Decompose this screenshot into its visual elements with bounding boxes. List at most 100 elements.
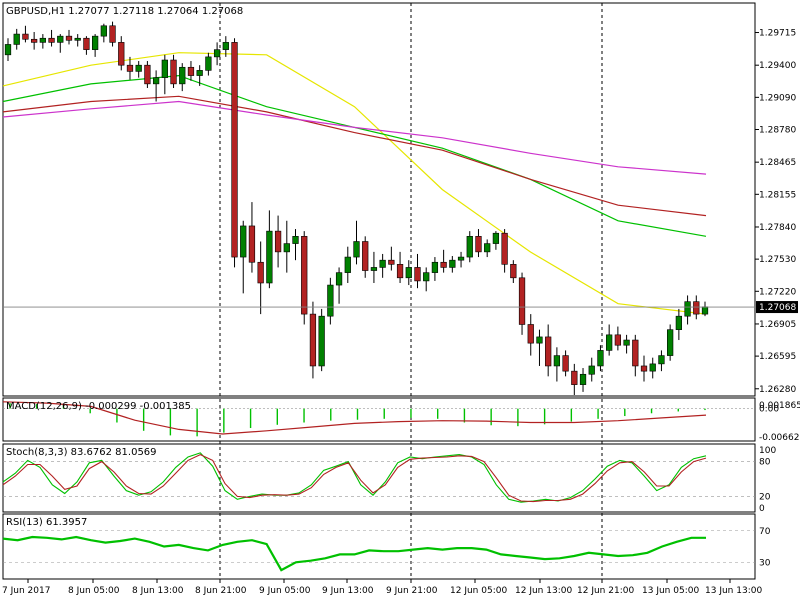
y-tick-label: 1.27220 — [759, 287, 796, 297]
stoch-y-tick-label: 100 — [759, 446, 776, 456]
vertical-grid — [219, 3, 603, 579]
candle-body — [309, 313, 317, 367]
candle-body — [109, 25, 116, 43]
macd-y-tick-label: -0.006629 — [759, 433, 800, 443]
candle-body — [562, 355, 569, 372]
x-tick-label: 12 Jun 21:00 — [577, 586, 634, 596]
candle-body — [74, 37, 81, 41]
candle-body — [571, 370, 578, 385]
rsi-label: RSI(13) 61.3957 — [6, 517, 87, 528]
candle-body — [318, 315, 325, 367]
x-tick-label: 7 Jun 2017 — [2, 586, 50, 596]
candle-body — [170, 59, 177, 85]
candle-body — [335, 272, 343, 286]
candle-body — [379, 259, 386, 268]
candle-body — [475, 236, 482, 253]
y-tick-label: 1.26595 — [759, 352, 796, 362]
candle-body — [353, 241, 360, 258]
candle-body — [118, 42, 125, 66]
candle-body — [91, 35, 99, 50]
candle-body — [405, 267, 412, 279]
stoch-line — [2, 453, 707, 503]
candle-body — [545, 336, 552, 367]
candle-body — [527, 324, 534, 344]
rsi-y-tick-label: 70 — [759, 527, 771, 537]
candle-body — [83, 37, 90, 50]
x-tick-label: 8 Jun 05:00 — [68, 586, 120, 596]
candle-body — [257, 261, 264, 284]
candle-body — [13, 33, 20, 45]
stoch-label: Stoch(8,3,3) 83.6762 81.0569 — [6, 447, 157, 458]
stoch-y-tick-label: 80 — [759, 458, 771, 468]
stoch-panel-frame — [2, 443, 756, 513]
candle-body — [414, 267, 421, 282]
y-tick-label: 1.26280 — [759, 385, 796, 395]
candle-body — [396, 264, 404, 279]
candle-body — [344, 256, 351, 273]
candle-body — [614, 334, 622, 346]
x-tick-label: 8 Jun 13:00 — [132, 586, 184, 596]
y-tick-label: 1.29400 — [759, 61, 796, 71]
current-price-label: 1.27068 — [759, 303, 796, 313]
chart-title: GBPUSD,H1 1.27077 1.27118 1.27064 1.2706… — [6, 6, 243, 17]
x-tick-label: 9 Jun 05:00 — [259, 586, 311, 596]
candle-body — [597, 350, 604, 367]
rsi-panel-frame — [2, 513, 756, 580]
x-tick-label: 8 Jun 21:00 — [195, 586, 247, 596]
candle-body — [675, 315, 682, 330]
moving-average-line — [2, 100, 707, 175]
candle-body — [649, 363, 656, 372]
current-price-tag — [756, 301, 798, 314]
x-tick-label: 9 Jun 13:00 — [322, 586, 374, 596]
candle-body — [65, 35, 73, 41]
stoch-y-tick-label: 20 — [759, 492, 771, 502]
candle-body — [640, 365, 648, 372]
candle-body — [292, 236, 299, 244]
candle-body — [213, 49, 221, 58]
candle-body — [510, 264, 517, 279]
candle-body — [196, 70, 203, 76]
candle-body — [187, 66, 195, 76]
candle-body — [327, 284, 334, 317]
candle-body — [231, 42, 238, 258]
y-tick-label: 1.29090 — [759, 93, 796, 103]
y-tick-label: 1.27840 — [759, 223, 796, 233]
candle-body — [57, 35, 64, 43]
x-tick-label: 13 Jun 05:00 — [642, 586, 699, 596]
candle-body — [4, 44, 12, 56]
x-tick-label: 13 Jun 13:00 — [705, 586, 762, 596]
candle-body — [667, 329, 674, 356]
candle-body — [553, 355, 561, 367]
candle-body — [693, 301, 700, 315]
y-tick-label: 1.26905 — [759, 320, 796, 330]
rsi-line — [2, 535, 706, 572]
candle-body — [266, 230, 273, 284]
candle-body — [684, 301, 691, 317]
candle-body — [423, 272, 430, 282]
candle-body — [484, 243, 491, 253]
candle-body — [632, 339, 639, 367]
candle-body — [440, 261, 447, 268]
candle-body — [606, 334, 613, 351]
candle-body — [449, 259, 456, 268]
candle-body — [240, 225, 247, 258]
rsi-chart: 70 30 — [2, 527, 771, 572]
macd-y-tick-label: 0.001865 — [759, 401, 800, 411]
candle-body — [588, 365, 595, 375]
candle-body — [492, 232, 500, 244]
candle-body — [39, 37, 46, 43]
candle-body — [579, 373, 587, 385]
stochastic-chart: 100 80 20 0 — [2, 446, 776, 514]
x-axis: 7 Jun 2017 8 Jun 05:00 8 Jun 13:00 8 Jun 21… — [2, 579, 762, 596]
candle-body — [222, 42, 229, 50]
y-tick-label: 1.28155 — [759, 190, 796, 200]
candle-body — [370, 267, 378, 271]
candle-body — [179, 66, 186, 85]
candle-body — [161, 59, 168, 78]
stoch-line — [2, 452, 707, 503]
candle-body — [126, 64, 134, 72]
candle-body — [48, 37, 55, 43]
candle-body — [518, 277, 526, 325]
